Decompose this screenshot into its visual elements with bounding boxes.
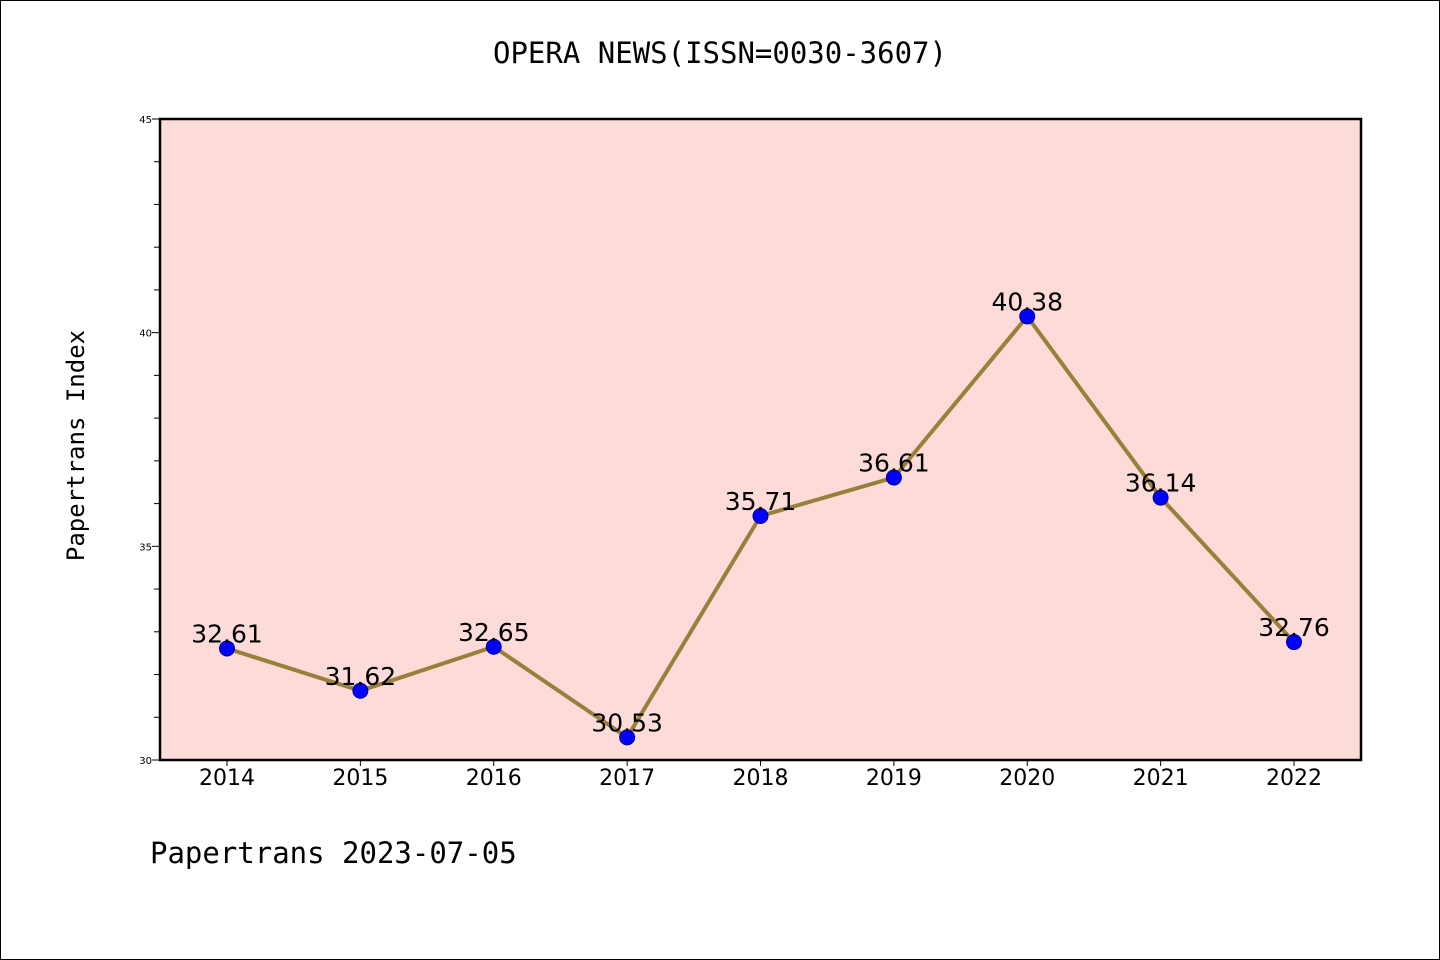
y-tick-label: 30 [139,756,152,767]
x-tick-label: 2022 [1266,766,1322,791]
y-tick-label: 40 [139,329,152,340]
x-tick-label: 2016 [466,766,522,791]
data-point [352,682,369,699]
data-point [219,640,235,657]
data-point [752,507,769,524]
data-labels: 32.61 31.62 32.65 30.53 35.71 36.61 40.38 36.14… [191,287,1330,737]
data-label: 36.14 [1125,469,1197,498]
x-tick-label: 2017 [599,766,655,791]
data-label: 30.53 [591,708,663,737]
x-tick-label: 2014 [199,766,255,791]
data-label: 35.71 [725,487,797,516]
y-axis-label: Papertrans Index [62,330,90,561]
data-point [485,638,502,655]
footer-text: Papertrans 2023-07-05 [150,836,517,870]
y-tick-label: 35 [139,542,152,553]
x-tick-label: 2021 [1133,766,1189,791]
data-label: 32.65 [458,618,530,647]
data-point [1286,634,1302,651]
data-label: 40.38 [991,287,1063,316]
data-point [619,729,636,746]
data-point [1152,489,1169,506]
data-point [885,469,902,486]
data-label: 36.61 [858,449,930,478]
chart-title: OPERA NEWS(ISSN=0030-3607) [493,36,947,70]
x-tick-label: 2015 [332,766,388,791]
plot-area [160,119,1361,760]
data-label: 32.61 [191,619,263,648]
series-markers [219,308,1302,746]
data-label: 32.76 [1258,613,1330,642]
x-axis: 2014 2015 2016 2017 2018 2019 2020 2021 2022 [199,760,1322,791]
data-point [1019,308,1036,325]
y-axis: 30 35 40 45 [139,115,160,767]
x-tick-label: 2019 [866,766,922,791]
y-tick-label: 45 [139,115,152,126]
data-label: 31.62 [325,662,397,691]
plot-border [158,117,1363,762]
x-tick-label: 2018 [733,766,789,791]
x-tick-label: 2020 [999,766,1055,791]
